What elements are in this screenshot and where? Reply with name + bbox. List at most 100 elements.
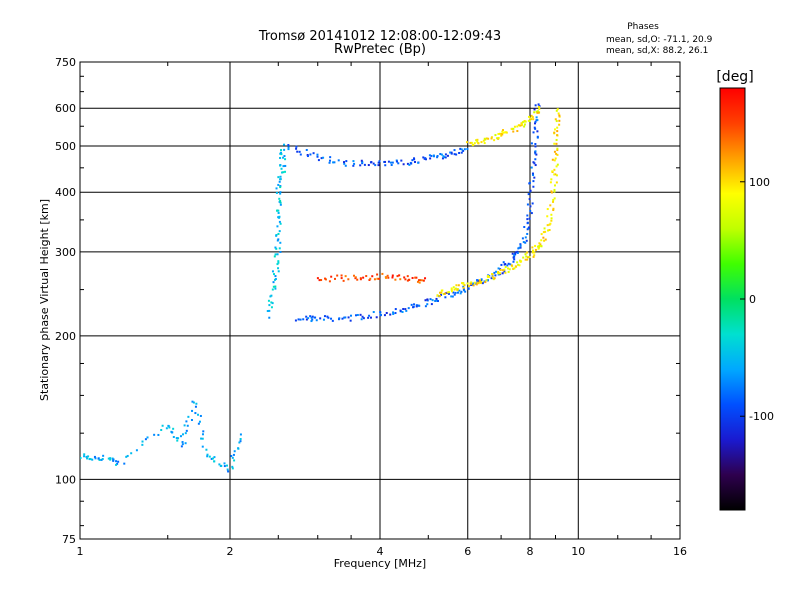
data-point: [422, 279, 425, 282]
data-point: [402, 307, 405, 310]
data-point: [473, 142, 476, 145]
data-point: [231, 465, 234, 468]
data-point: [484, 281, 487, 284]
data-point: [529, 209, 532, 212]
data-point: [287, 146, 290, 149]
data-point: [493, 277, 496, 280]
data-point: [232, 453, 235, 456]
data-point: [512, 127, 515, 130]
data-point: [411, 159, 414, 162]
data-point: [363, 163, 366, 166]
data-point: [507, 267, 510, 270]
data-point: [555, 142, 558, 145]
data-point: [482, 139, 485, 142]
data-point: [146, 436, 149, 439]
data-point: [390, 164, 393, 167]
data-point: [410, 303, 413, 306]
data-point: [341, 317, 344, 320]
data-point: [231, 467, 234, 470]
data-point: [80, 452, 81, 455]
data-point: [298, 150, 301, 153]
data-point: [377, 164, 380, 167]
data-point: [504, 265, 507, 268]
data-point: [524, 253, 527, 256]
data-point: [524, 120, 527, 123]
data-point: [360, 159, 363, 162]
data-point: [537, 247, 540, 250]
data-point: [328, 161, 331, 164]
data-point: [270, 306, 273, 309]
data-point: [526, 218, 529, 221]
data-point: [100, 458, 103, 461]
data-point: [206, 453, 209, 456]
data-point: [534, 158, 537, 161]
data-point: [191, 409, 194, 412]
data-point: [278, 230, 281, 233]
data-point: [200, 437, 203, 440]
data-point: [294, 319, 297, 322]
data-point: [391, 276, 394, 279]
data-point: [468, 285, 471, 288]
data-point: [546, 215, 549, 218]
data-point: [279, 241, 282, 244]
data-point: [515, 265, 518, 268]
data-point: [198, 420, 201, 423]
data-point: [279, 250, 282, 253]
data-point: [533, 254, 536, 257]
data-point: [444, 296, 447, 299]
data-point: [379, 314, 382, 317]
data-point: [553, 190, 556, 193]
data-point: [426, 303, 429, 306]
data-point: [284, 164, 287, 167]
data-point: [463, 289, 466, 292]
y-tick-label: 500: [55, 140, 76, 153]
data-point: [462, 286, 465, 289]
data-point: [499, 269, 502, 272]
data-point: [554, 173, 557, 176]
data-point: [223, 465, 226, 468]
data-point: [549, 181, 552, 184]
data-point: [401, 310, 404, 313]
data-point: [181, 441, 184, 444]
data-point: [507, 270, 510, 273]
data-point: [192, 401, 195, 404]
data-point: [191, 400, 194, 403]
data-point: [404, 278, 407, 281]
data-point: [529, 117, 532, 120]
data-point: [424, 299, 427, 302]
data-point: [112, 458, 115, 461]
data-point: [273, 255, 276, 258]
data-point: [531, 246, 534, 249]
data-point: [109, 457, 112, 460]
data-point: [160, 429, 163, 432]
data-point: [537, 111, 540, 114]
data-point: [534, 104, 537, 107]
data-point: [277, 209, 280, 212]
data-point: [502, 129, 505, 132]
data-point: [197, 422, 200, 425]
data-point: [551, 158, 554, 161]
data-point: [471, 283, 474, 286]
data-point: [417, 161, 420, 164]
data-point: [434, 299, 437, 302]
data-point: [201, 433, 204, 436]
data-point: [475, 283, 478, 286]
data-point: [446, 291, 449, 294]
data-point: [276, 263, 279, 266]
data-point: [403, 276, 406, 279]
data-point: [511, 128, 514, 131]
data-point: [408, 163, 411, 166]
data-point: [532, 185, 535, 188]
data-point: [187, 415, 190, 418]
data-point: [546, 208, 549, 211]
data-point: [424, 305, 427, 308]
data-point: [315, 319, 318, 322]
data-point: [284, 170, 287, 173]
data-point: [326, 315, 329, 318]
data-point: [516, 261, 519, 264]
data-point: [523, 123, 526, 126]
data-point: [528, 119, 531, 122]
data-point: [391, 161, 394, 164]
stats-x-mode: mean, sd,X: 88.2, 26.1: [606, 46, 708, 56]
data-point: [416, 280, 419, 283]
